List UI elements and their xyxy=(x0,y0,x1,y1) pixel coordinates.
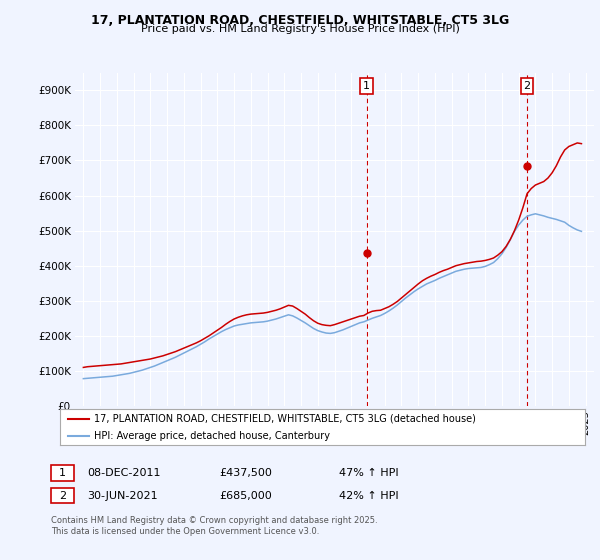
Text: 47% ↑ HPI: 47% ↑ HPI xyxy=(339,468,398,478)
Text: £685,000: £685,000 xyxy=(219,491,272,501)
Text: HPI: Average price, detached house, Canterbury: HPI: Average price, detached house, Cant… xyxy=(94,431,330,441)
Text: Price paid vs. HM Land Registry's House Price Index (HPI): Price paid vs. HM Land Registry's House … xyxy=(140,24,460,34)
Text: This data is licensed under the Open Government Licence v3.0.: This data is licensed under the Open Gov… xyxy=(51,527,319,536)
Text: 17, PLANTATION ROAD, CHESTFIELD, WHITSTABLE, CT5 3LG: 17, PLANTATION ROAD, CHESTFIELD, WHITSTA… xyxy=(91,14,509,27)
Text: 2: 2 xyxy=(523,81,530,91)
Text: 08-DEC-2011: 08-DEC-2011 xyxy=(87,468,161,478)
Text: 17, PLANTATION ROAD, CHESTFIELD, WHITSTABLE, CT5 3LG (detached house): 17, PLANTATION ROAD, CHESTFIELD, WHITSTA… xyxy=(94,414,476,424)
Text: Contains HM Land Registry data © Crown copyright and database right 2025.: Contains HM Land Registry data © Crown c… xyxy=(51,516,377,525)
Text: 30-JUN-2021: 30-JUN-2021 xyxy=(87,491,158,501)
Text: 2: 2 xyxy=(59,491,66,501)
Text: 1: 1 xyxy=(59,468,66,478)
Text: 42% ↑ HPI: 42% ↑ HPI xyxy=(339,491,398,501)
Text: £437,500: £437,500 xyxy=(219,468,272,478)
Text: 1: 1 xyxy=(363,81,370,91)
